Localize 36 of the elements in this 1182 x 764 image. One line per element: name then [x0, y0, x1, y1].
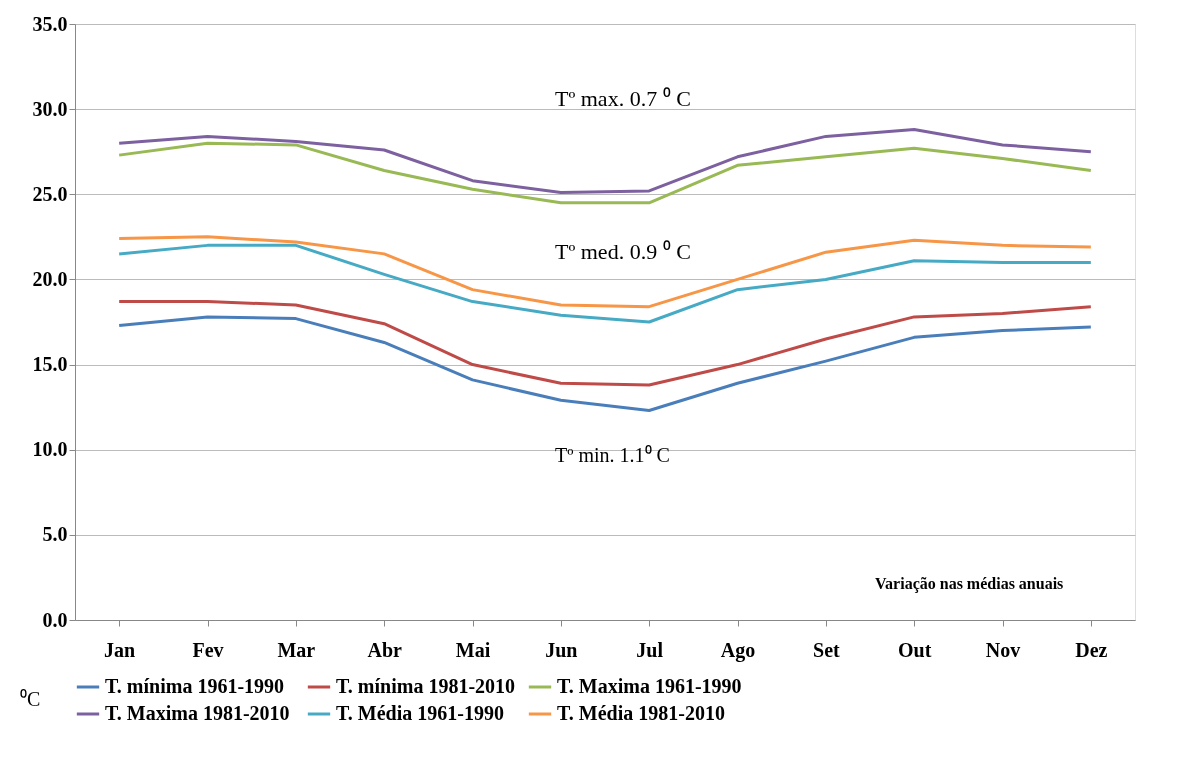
annotation: Variação nas médias anuais: [875, 575, 1064, 593]
x-tick-label: Dez: [1075, 638, 1108, 661]
y-tick-label: 0.0: [42, 608, 68, 631]
line-series: [117, 128, 1093, 195]
x-tick-label: Jun: [545, 638, 578, 661]
legend-label: T. Maxima 1981-2010: [105, 702, 290, 724]
annotation: Tº max. 0.7 ⁰ C: [555, 86, 691, 111]
x-tick-label: Nov: [985, 638, 1021, 661]
x-tick-label: Jan: [104, 638, 136, 661]
y-tick-label: 30.0: [32, 97, 68, 120]
y-tick-label: 25.0: [32, 182, 68, 205]
x-tick-label: Ago: [720, 638, 756, 662]
x-tick-label: Mar: [277, 638, 316, 661]
x-tick-label: Out: [897, 638, 932, 661]
legend-label: T. Média 1981-2010: [557, 702, 725, 724]
legend-label: T. mínima 1981-2010: [336, 675, 516, 697]
x-tick-label: Set: [813, 638, 840, 661]
y-tick-label: 15.0: [32, 353, 68, 376]
y-tick-label: 20.0: [32, 267, 68, 290]
line-series: [117, 235, 1093, 309]
y-tick-label: 35.0: [32, 12, 68, 35]
y-tick-label: 10.0: [32, 438, 68, 461]
line-series: [117, 141, 1093, 205]
legend-label: T. Maxima 1961-1990: [557, 675, 742, 697]
x-tick-label: Abr: [367, 638, 403, 661]
legend-label: T. Média 1961-1990: [336, 702, 504, 724]
annotation: Tº med. 0.9 ⁰ C: [555, 239, 691, 264]
x-tick-label: Mai: [455, 638, 491, 661]
y-axis-title: ⁰C: [20, 688, 41, 710]
y-tick-label: 5.0: [42, 523, 68, 546]
line-series: [117, 300, 1093, 387]
legend-label: T. mínima 1961-1990: [105, 675, 285, 697]
x-tick-label: Fev: [192, 638, 224, 661]
annotation: Tº min. 1.1⁰ C: [555, 444, 670, 466]
line-series: [117, 315, 1093, 413]
x-tick-label: Jul: [636, 638, 664, 661]
